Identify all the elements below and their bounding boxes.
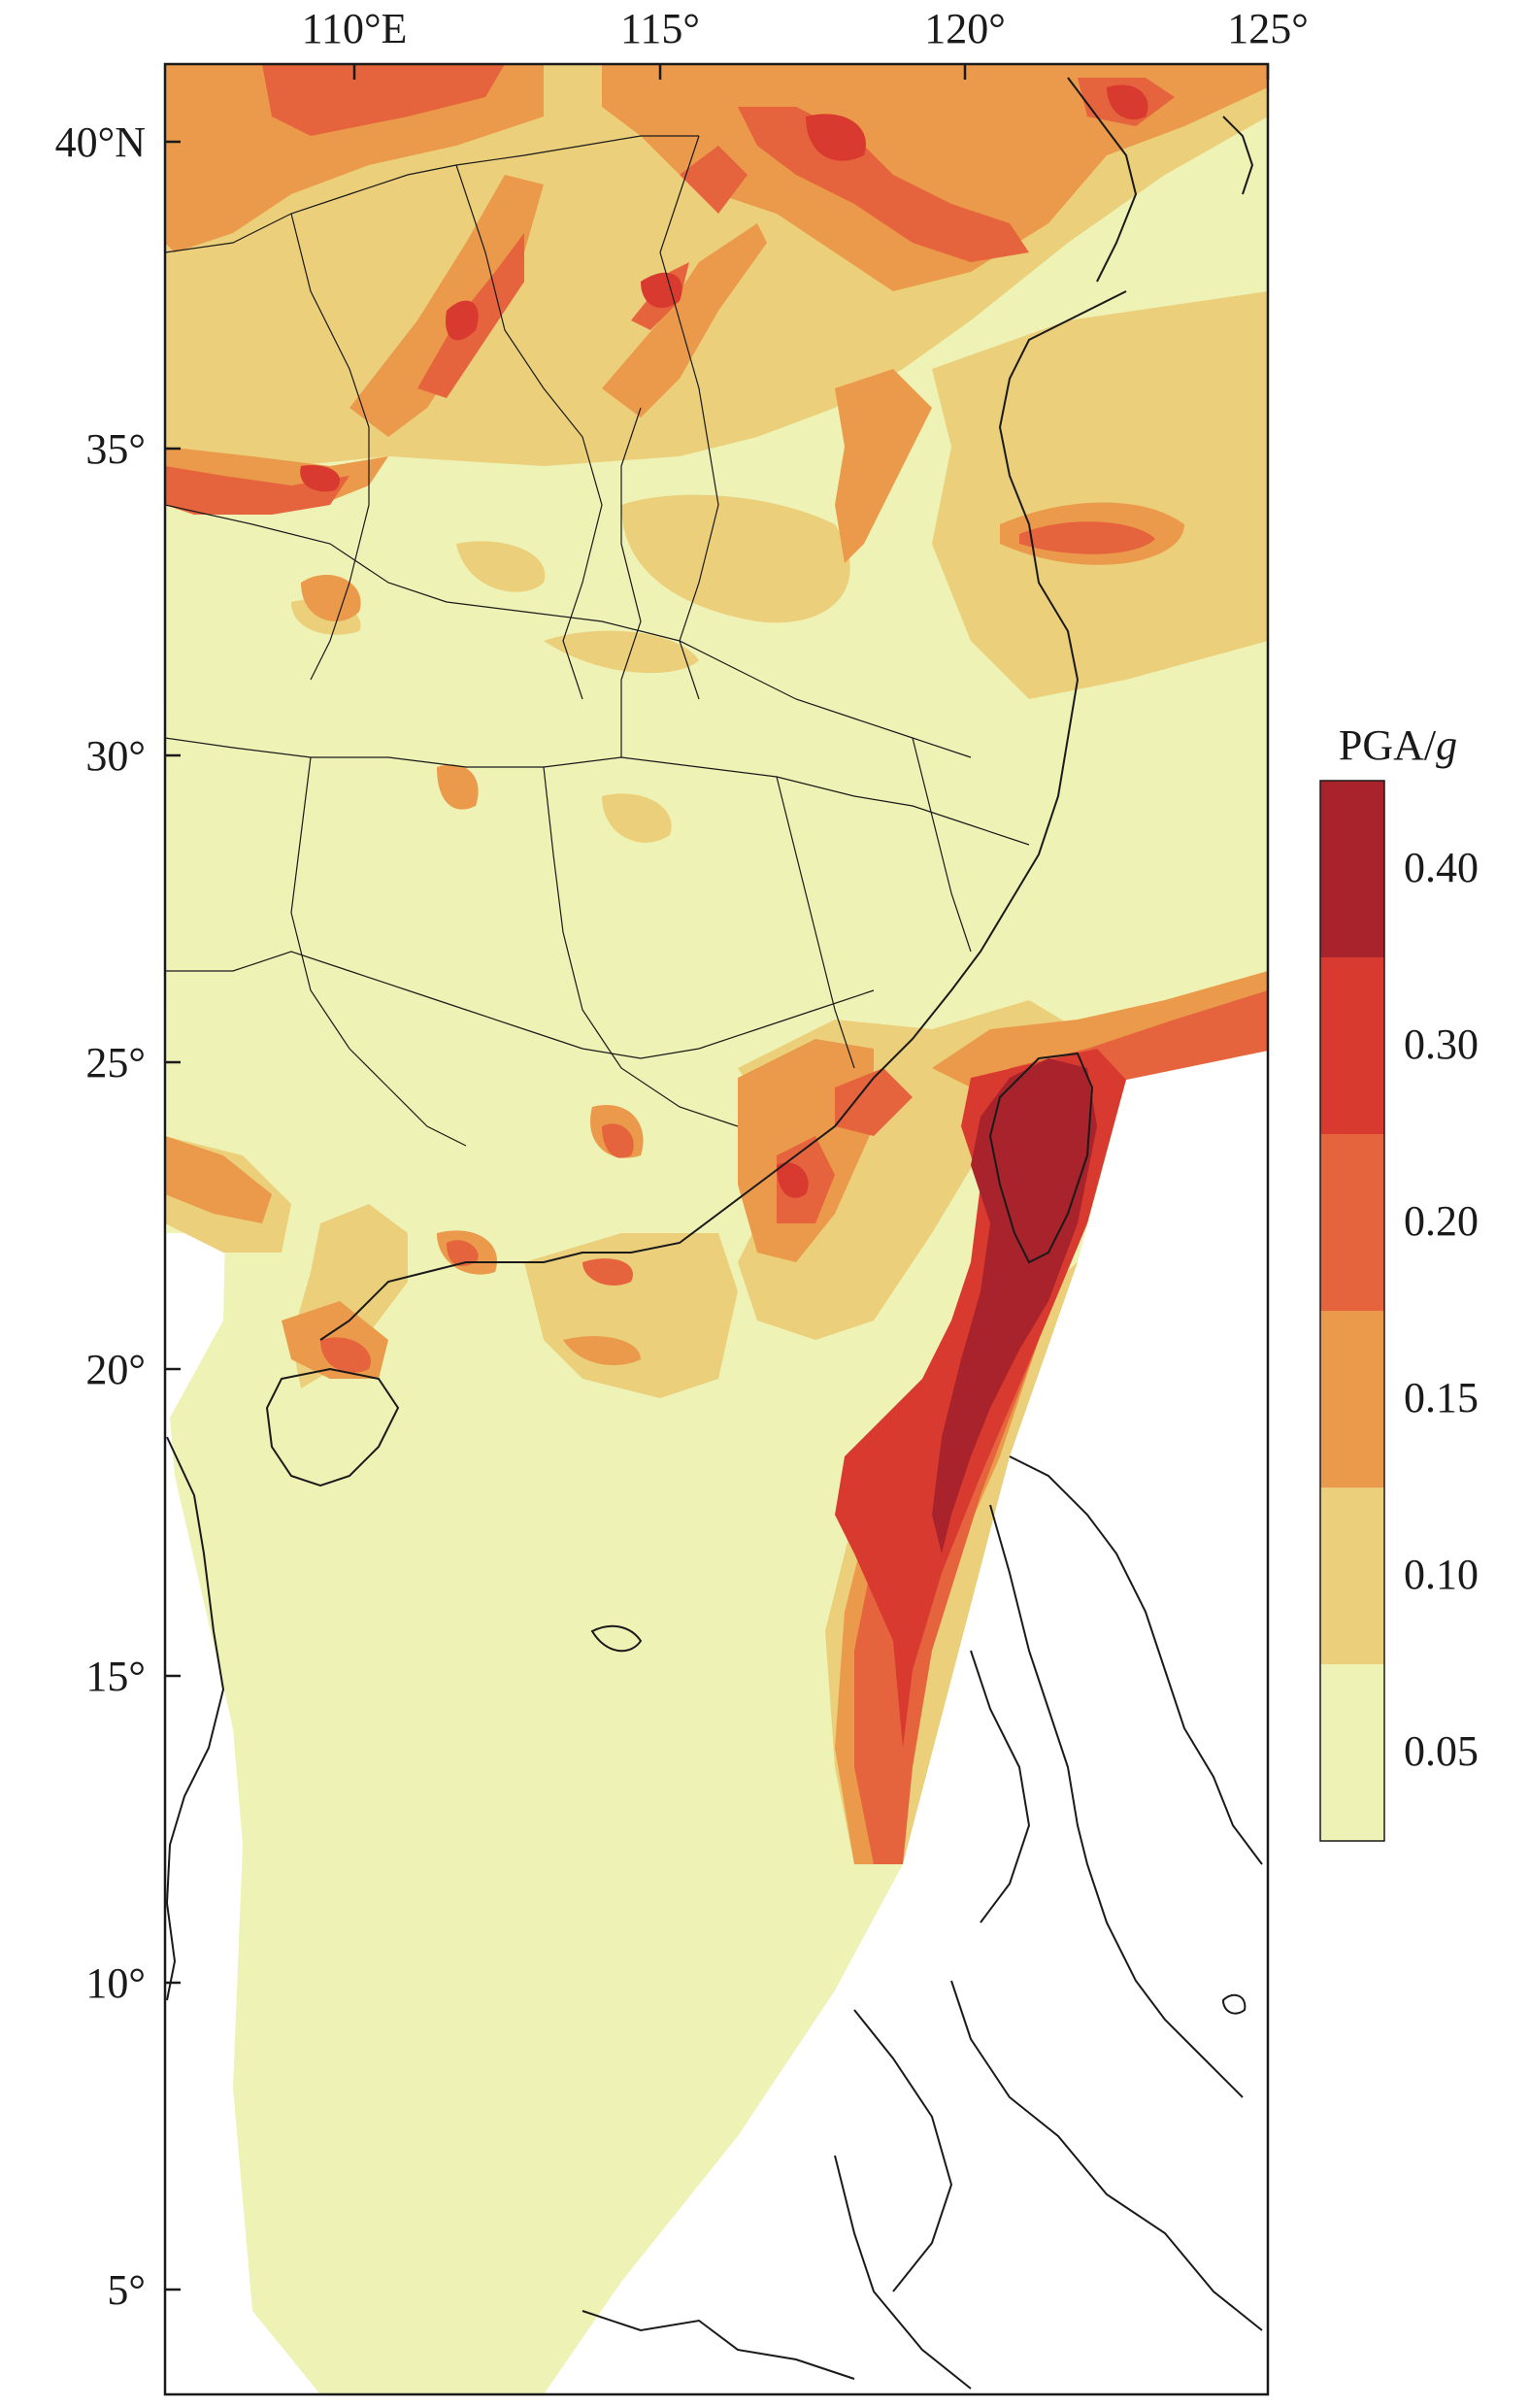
legend-swatch-0.30 xyxy=(1320,957,1384,1134)
lat-label-5: 5° xyxy=(107,2266,146,2314)
lat-label-30: 30° xyxy=(85,732,146,780)
lat-label-10: 10° xyxy=(85,1959,146,2007)
lat-label-20: 20° xyxy=(85,1346,146,1393)
legend: PGA/g 0.40 0.30 0.20 0.15 0.10 0.05 xyxy=(1319,721,1479,1842)
legend-label-0.20: 0.20 xyxy=(1404,1197,1479,1245)
legend-title: PGA/g xyxy=(1339,721,1457,769)
latitude-ticks xyxy=(165,140,181,2291)
longitude-ticks xyxy=(352,64,1270,80)
map-panel: 110°E 115° 120° 125° 40°N 35° 30° 25° 20… xyxy=(55,5,1309,2396)
legend-frame xyxy=(1319,780,1385,1842)
map-frame xyxy=(163,62,1270,2396)
legend-label-0.05: 0.05 xyxy=(1404,1727,1479,1775)
legend-swatch-0.20 xyxy=(1320,1134,1384,1311)
lon-label-125: 125° xyxy=(1227,5,1309,52)
legend-label-0.15: 0.15 xyxy=(1404,1374,1479,1421)
pga-class-0.40 xyxy=(932,1058,1097,1554)
legend-swatch-0.40 xyxy=(1320,781,1384,957)
legend-swatch-0.15 xyxy=(1320,1311,1384,1488)
lon-label-115: 115° xyxy=(620,5,700,52)
legend-label-0.30: 0.30 xyxy=(1404,1020,1479,1068)
legend-label-0.10: 0.10 xyxy=(1404,1551,1479,1598)
lon-label-110: 110°E xyxy=(302,5,408,52)
lat-label-35: 35° xyxy=(85,425,146,473)
legend-swatch-0.10 xyxy=(1320,1488,1384,1664)
province-boundaries xyxy=(165,135,1030,1147)
lat-label-25: 25° xyxy=(85,1039,146,1087)
coastlines xyxy=(165,77,1263,2390)
lat-label-15: 15° xyxy=(85,1653,146,1700)
lon-label-120: 120° xyxy=(924,5,1006,52)
legend-label-0.40: 0.40 xyxy=(1404,844,1479,891)
lat-label-40: 40°N xyxy=(55,118,146,166)
legend-swatch-0.05 xyxy=(1320,1664,1384,1841)
